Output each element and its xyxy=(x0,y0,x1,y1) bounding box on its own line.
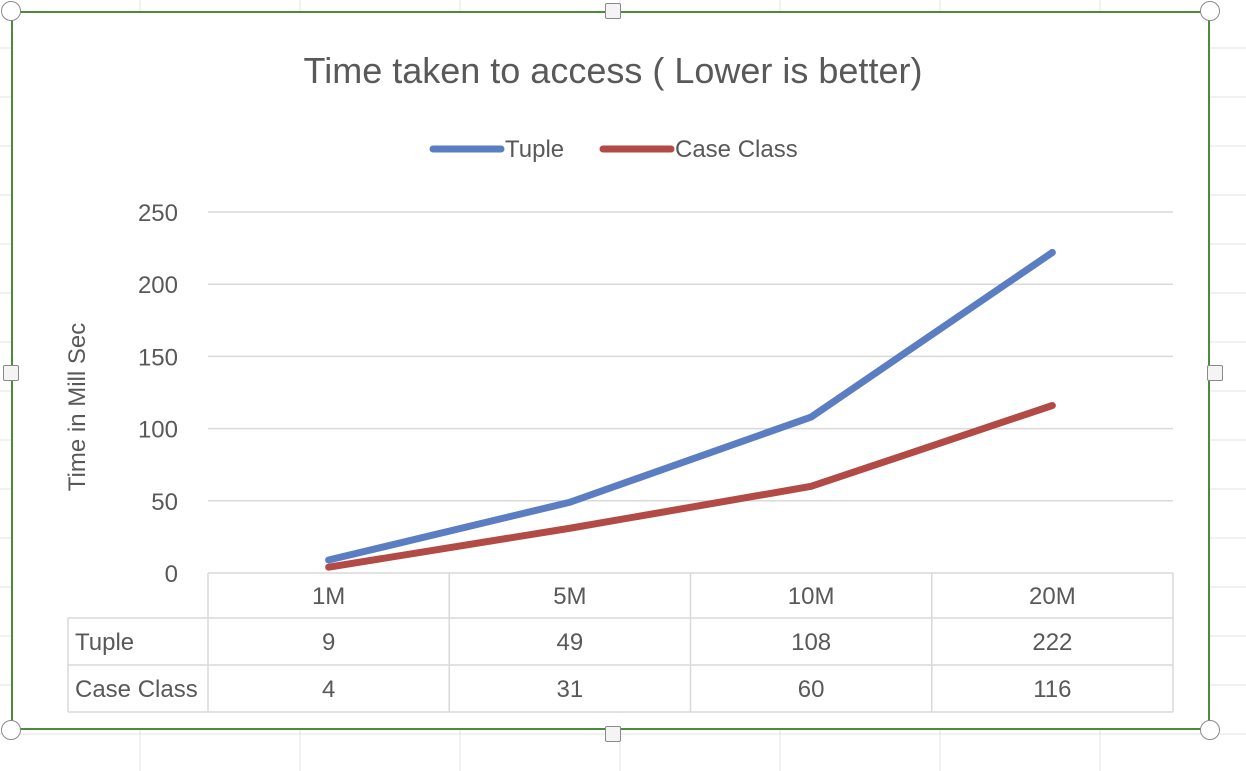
table-cell-value: 4 xyxy=(322,676,335,703)
x-tick-label: 1M xyxy=(312,583,345,610)
y-tick-label: 150 xyxy=(138,344,178,371)
resize-handle-left[interactable] xyxy=(3,365,19,381)
resize-handle-bottom[interactable] xyxy=(605,726,621,742)
y-tick-label: 100 xyxy=(138,417,178,444)
x-tick-label: 20M xyxy=(1029,583,1076,610)
resize-handle-top[interactable] xyxy=(605,3,621,19)
table-cell-value: 9 xyxy=(322,629,335,656)
legend-entry: Tuple xyxy=(505,136,564,163)
x-tick-label: 5M xyxy=(553,583,586,610)
resize-handle-bottom-right[interactable] xyxy=(1200,720,1220,740)
table-row-label: Tuple xyxy=(75,629,134,656)
resize-handle-right[interactable] xyxy=(1207,365,1223,381)
table-cell-value: 116 xyxy=(1033,676,1071,703)
legend: Tuple Case Class xyxy=(429,136,798,163)
resize-handle-bottom-left[interactable] xyxy=(1,720,21,740)
chart-area[interactable]: Time taken to access ( Lower is better) … xyxy=(11,11,1210,730)
data-table: 1M 5M 10M 20M Tuple 9 49 108 222 Case Class 4 31 60 1… xyxy=(67,572,1174,713)
chart-title: Time taken to access ( Lower is better) xyxy=(304,50,923,91)
table-cell-value: 222 xyxy=(1032,629,1072,656)
x-tick-label: 10M xyxy=(788,583,835,610)
resize-handle-top-left[interactable] xyxy=(1,1,21,21)
table-cell-value: 49 xyxy=(557,629,584,656)
y-tick-labels: 0 50 100 150 200 250 xyxy=(138,200,178,588)
table-cell-value: 31 xyxy=(557,676,584,703)
series-line xyxy=(325,248,1056,564)
series-line xyxy=(325,401,1056,571)
y-tick-label: 0 xyxy=(165,561,178,588)
legend-entry: Case Class xyxy=(675,136,798,163)
gridlines xyxy=(208,211,1173,502)
y-tick-label: 250 xyxy=(138,200,178,227)
line-chart: Time taken to access ( Lower is better) … xyxy=(64,50,1174,713)
y-axis-label: Time in Mill Sec xyxy=(64,323,91,491)
y-tick-label: 200 xyxy=(138,272,178,299)
series-lines xyxy=(325,248,1056,571)
table-cell-value: 60 xyxy=(798,676,825,703)
resize-handle-top-right[interactable] xyxy=(1200,1,1220,21)
y-tick-label: 50 xyxy=(151,489,178,516)
table-cell-value: 108 xyxy=(791,629,831,656)
table-row-label: Case Class xyxy=(75,676,198,703)
